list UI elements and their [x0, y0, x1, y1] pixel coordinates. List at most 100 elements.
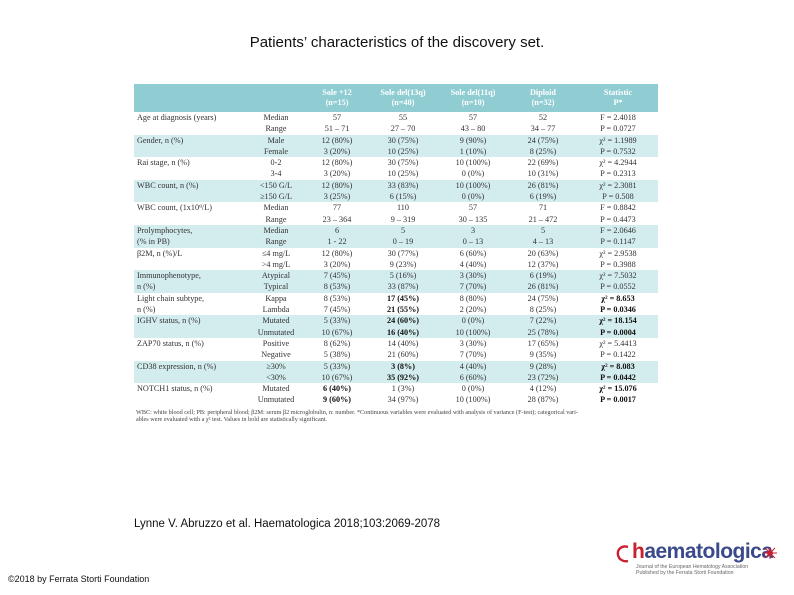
table-cell: 9 (35%)	[529, 350, 557, 360]
table-row: WBC count, (1x10⁹/L) Median 77 110 57 71 F = 0…	[134, 202, 658, 213]
table-cell: Positive	[262, 338, 290, 348]
table-cell: 0 – 13	[438, 236, 508, 248]
logo-wordmark-rest: aematologica	[644, 540, 773, 563]
table-cell: 4 (12%)	[529, 384, 557, 394]
table-cell: 3 (30%)	[459, 338, 487, 348]
table-cell	[134, 371, 246, 384]
table-cell: 5	[508, 224, 578, 237]
table-cell: Female	[246, 145, 306, 158]
table-cell: IGHV status, n (%)	[134, 315, 246, 327]
table-cell: NOTCH1 status, n (%)	[137, 384, 213, 394]
table-cell: 7 (45%)	[306, 270, 368, 282]
table-cell: 6 (15%)	[368, 191, 438, 203]
column-header: Diploid (n=32)	[508, 84, 578, 112]
table-cell: 3	[438, 224, 508, 237]
table-cell: 3 (30%)	[438, 270, 508, 282]
table-header-row: Sole +12 (n=15) Sole del(13q) (n=40) Sole …	[134, 84, 658, 112]
table-cell: Median	[246, 224, 306, 237]
table-cell: 10 (31%)	[527, 169, 559, 179]
table-cell: 34 – 77	[530, 124, 556, 134]
footnote-line-2: ables were evaluated with a χ² test. Val…	[136, 416, 328, 424]
table-cell: 3 (20%)	[323, 259, 351, 269]
table-row: Immunophenotype, Atypical 7 (45%) 5 (16%) 3 …	[134, 270, 658, 282]
table-cell: 26 (81%)	[508, 179, 578, 192]
table-cell: Range	[265, 214, 287, 224]
column-header	[246, 84, 306, 112]
table-cell: 9 (60%)	[323, 395, 351, 405]
table-cell	[134, 326, 246, 338]
table-cell: 14 (40%)	[387, 338, 419, 348]
table-cell: 3 (20%)	[323, 169, 351, 179]
table-cell: Atypical	[246, 270, 306, 282]
table-row: 3-4 3 (20%) 10 (25%) 0 (0%) 10 (31%) P = 0.23…	[134, 168, 658, 179]
table-cell: 6 (19%)	[508, 191, 578, 203]
table-cell: 10 (67%)	[306, 371, 368, 384]
table-cell: Lambda	[262, 305, 290, 315]
table-cell: 9 – 319	[390, 214, 416, 224]
column-header	[134, 84, 246, 112]
table-cell: 8 (53%)	[306, 281, 368, 293]
table-cell: Age at diagnosis (years)	[137, 113, 217, 122]
table-cell: <30%	[246, 371, 306, 384]
citation: Lynne V. Abruzzo et al. Haematologica 20…	[134, 518, 441, 530]
table-cell: 12 (80%)	[306, 134, 368, 146]
table-cell: ≥30%	[246, 360, 306, 372]
table-cell: 33 (87%)	[368, 281, 438, 293]
table-cell: P = 0.0442	[578, 371, 658, 384]
column-header: Statistic P*	[578, 84, 658, 112]
table-cell: 52	[538, 113, 548, 122]
table-cell: 0 (0%)	[461, 169, 485, 179]
table-cell: 24 (75%)	[508, 134, 578, 146]
table-cell: 0 (0%)	[438, 191, 508, 203]
table-cell: 21 – 472	[528, 214, 558, 224]
table-cell: 30 (77%)	[387, 248, 419, 258]
table-cell: 1 - 22	[306, 236, 368, 248]
table-cell	[134, 259, 246, 270]
table-cell: 7 (70%)	[459, 350, 487, 360]
table-cell: χ² = 15.076	[599, 384, 637, 394]
table-cell: 9 (23%)	[389, 259, 417, 269]
table-cell: 1 (3%)	[391, 384, 415, 394]
table-cell: Gender, n (%)	[134, 134, 246, 146]
table-cell: 6 (19%)	[508, 270, 578, 282]
slide-title: Patients’ characteristics of the discove…	[249, 34, 545, 51]
table-cell: 3-4	[270, 169, 282, 179]
table-cell	[134, 191, 246, 203]
table-cell: F = 2.4018	[600, 113, 636, 122]
table-cell: 23 – 364	[322, 214, 352, 224]
table-cell: (% in PB)	[134, 236, 246, 248]
table-cell: 30 (75%)	[368, 134, 438, 146]
table-row: Range 51 – 71 27 – 70 43 – 80 34 – 77 P = 0.0…	[134, 123, 658, 134]
table-cell: 10 (100%)	[455, 395, 491, 405]
table-cell: Median	[263, 203, 289, 213]
table-cell: 71	[538, 203, 548, 213]
table-cell: χ² = 8.083	[578, 360, 658, 372]
table-row: Gender, n (%) Male 12 (80%) 30 (75%) 9 (90%)…	[134, 134, 658, 146]
table-cell: χ² = 1.1989	[578, 134, 658, 146]
table-cell: Negative	[261, 350, 291, 360]
table-cell: Rai stage, n (%)	[137, 158, 190, 168]
table-cell: 4 (40%)	[459, 259, 487, 269]
table-cell: 35 (92%)	[368, 371, 438, 384]
table-body: Age at diagnosis (years) Median 57 55 57 52 F …	[134, 112, 658, 406]
table-cell: P = 0.4473	[600, 214, 636, 224]
table-cell: 12 (80%)	[321, 158, 353, 168]
logo-wordmark-prefix: h	[632, 540, 645, 563]
table-cell: >4 mg/L	[261, 259, 291, 269]
table-cell: 20 (63%)	[527, 248, 559, 258]
table-cell: 55	[398, 113, 408, 122]
table-cell: Median	[263, 113, 289, 122]
table-row: β2M, n (%)/L ≤4 mg/L 12 (80%) 30 (77%) 6 (60…	[134, 248, 658, 259]
logo-subtitle-line-2: Published by the Ferrata Storti Foundati…	[636, 570, 734, 576]
table-cell: 2 (20%)	[459, 305, 487, 315]
column-header: Sole del(13q) (n=40)	[368, 84, 438, 112]
table-cell: P = 0.3988	[600, 259, 636, 269]
table-cell: n (%)	[134, 281, 246, 293]
table-cell	[134, 394, 246, 405]
table-cell: 43 – 80	[460, 124, 486, 134]
table-cell: Range	[246, 236, 306, 248]
table-cell: 0 (0%)	[461, 384, 485, 394]
table-cell: 21 (55%)	[386, 305, 420, 315]
table-cell: χ² = 2.3081	[578, 179, 658, 192]
table-cell: 0-2	[270, 158, 282, 168]
